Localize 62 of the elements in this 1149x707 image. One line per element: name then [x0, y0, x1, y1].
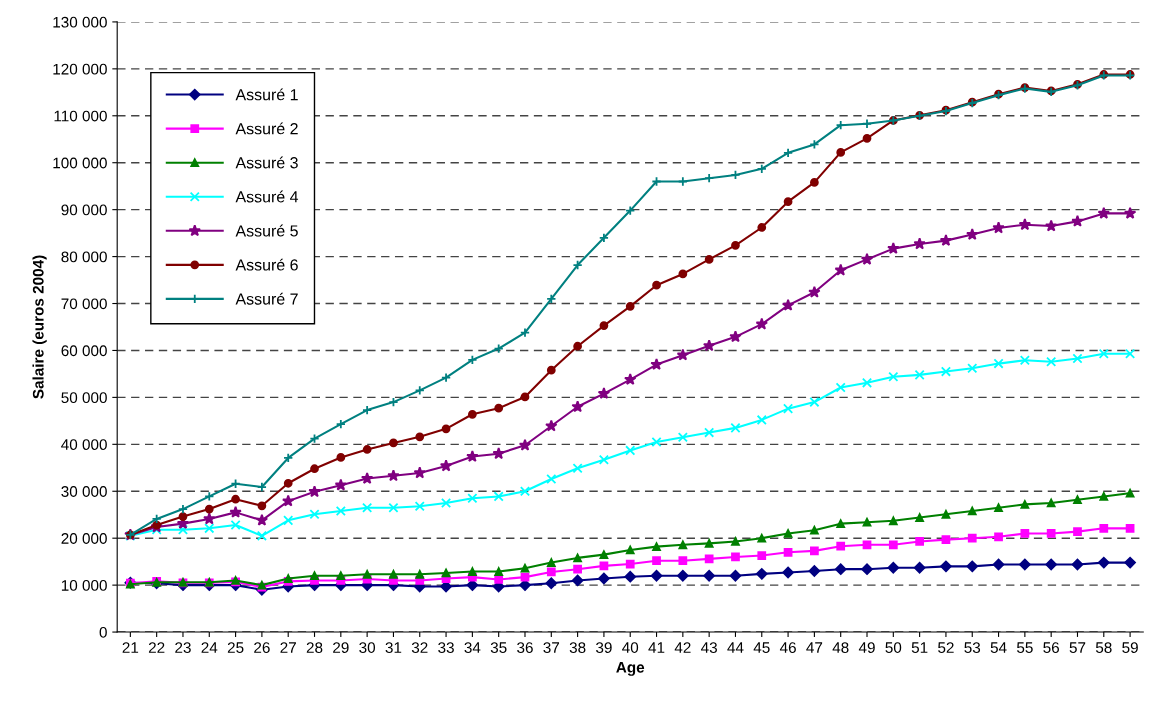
x-tick-label: 51	[911, 642, 928, 653]
x-tick-label: 37	[543, 642, 560, 653]
x-tick-label: 49	[858, 642, 875, 653]
legend-label: Assuré 6	[235, 258, 298, 271]
y-tick-label: 40 000	[61, 439, 107, 451]
legend-label: Assuré 7	[235, 292, 298, 305]
x-tick-label: 25	[227, 642, 244, 653]
x-tick-label: 35	[490, 642, 507, 653]
x-tick-label: 23	[175, 642, 191, 653]
x-tick-label: 44	[727, 642, 744, 653]
legend-label: Assuré 1	[235, 88, 298, 101]
x-tick-label: 22	[148, 642, 165, 653]
legend-label: Assuré 5	[235, 224, 298, 237]
x-tick-label: 59	[1122, 642, 1138, 653]
x-tick-label: 38	[569, 642, 586, 653]
x-tick-label: 30	[359, 642, 376, 653]
x-tick-label: 45	[753, 642, 770, 653]
x-tick-label: 33	[438, 642, 454, 653]
x-tick-label: 53	[964, 642, 981, 653]
y-tick-label: 80 000	[61, 251, 107, 263]
legend-label: Assuré 3	[235, 156, 298, 169]
y-tick-label: 20 000	[61, 533, 107, 544]
x-tick-label: 28	[306, 642, 323, 653]
x-tick-label: 42	[674, 642, 691, 653]
x-tick-label: 41	[648, 642, 665, 653]
y-axis-title: Salaire (euros 2004)	[32, 255, 47, 399]
x-tick-label: 40	[622, 642, 639, 653]
x-tick-label: 56	[1043, 642, 1059, 653]
x-tick-label: 48	[832, 642, 849, 653]
x-tick-label: 21	[122, 642, 139, 653]
y-tick-label: 10 000	[61, 579, 107, 591]
y-tick-label: 130 000	[53, 16, 107, 28]
x-tick-label: 36	[517, 642, 533, 653]
y-tick-label: 120 000	[53, 63, 107, 75]
x-tick-label: 46	[779, 642, 796, 653]
x-tick-label: 52	[938, 642, 954, 653]
x-tick-label: 27	[280, 642, 296, 653]
x-tick-label: 58	[1095, 642, 1112, 653]
y-tick-label: 50 000	[61, 392, 107, 404]
x-tick-label: 43	[701, 642, 717, 653]
y-tick-label: 110 000	[54, 110, 107, 122]
y-tick-label: 30 000	[61, 486, 107, 497]
legend-label: Assuré 4	[235, 190, 299, 203]
y-tick-label: 90 000	[61, 204, 107, 216]
y-tick-label: 70 000	[61, 298, 107, 310]
x-tick-label: 32	[411, 642, 428, 653]
x-tick-label: 47	[806, 642, 823, 653]
x-tick-label: 54	[990, 642, 1007, 653]
y-tick-label: 100 000	[53, 157, 107, 169]
x-tick-label: 34	[464, 642, 481, 653]
x-tick-label: 50	[885, 642, 902, 653]
x-tick-label: 39	[596, 642, 612, 653]
y-tick-label: 60 000	[61, 345, 107, 357]
x-tick-label: 31	[385, 642, 402, 653]
y-tick-label: 0	[99, 626, 107, 638]
x-axis-title: Age	[616, 662, 645, 676]
x-tick-label: 55	[1016, 642, 1033, 653]
x-tick-label: 26	[254, 642, 270, 653]
x-tick-label: 57	[1069, 642, 1086, 653]
legend-label: Assuré 2	[235, 122, 298, 135]
x-tick-label: 29	[333, 642, 349, 653]
x-tick-label: 24	[201, 642, 218, 653]
